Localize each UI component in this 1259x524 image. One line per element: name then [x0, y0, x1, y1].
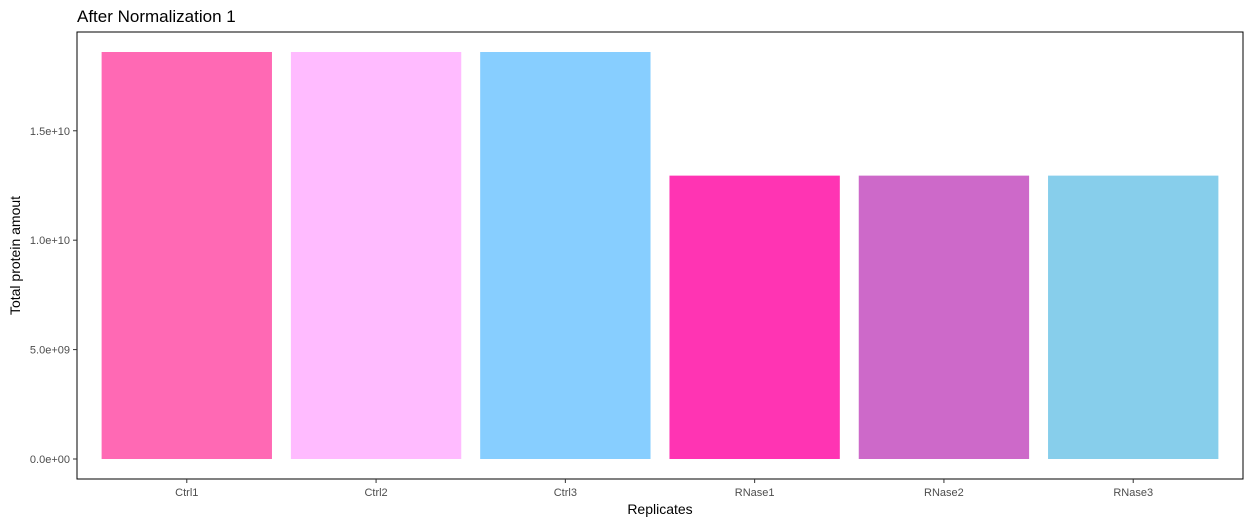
x-tick-label: RNase2 [924, 487, 964, 499]
y-axis: 0.0e+00 5.0e+09 1.0e+10 1.5e+10 [30, 126, 77, 466]
x-tick-label: RNase3 [1113, 487, 1153, 499]
bars-group [101, 52, 1219, 459]
x-tick-label: Ctrl2 [364, 487, 387, 499]
x-tick-label: Ctrl1 [175, 487, 198, 499]
bar-rnase2 [858, 175, 1030, 459]
chart-title: After Normalization 1 [77, 7, 236, 26]
bar-ctrl1 [101, 52, 272, 459]
bar-ctrl3 [480, 52, 651, 459]
x-tick-label: RNase1 [735, 487, 775, 499]
bar-ctrl2 [290, 52, 462, 459]
x-tick-label: Ctrl3 [554, 487, 577, 499]
bar-rnase1 [669, 175, 840, 459]
y-tick-label: 0.0e+00 [30, 454, 70, 466]
bar-rnase3 [1048, 175, 1219, 459]
y-tick-label: 1.5e+10 [30, 126, 70, 138]
y-tick-label: 1.0e+10 [30, 235, 70, 247]
x-axis: Ctrl1 Ctrl2 Ctrl3 RNase1 RNase2 RNase3 [175, 479, 1153, 499]
x-axis-title: Replicates [627, 501, 692, 517]
y-axis-title: Total protein amout [7, 196, 23, 315]
y-tick-label: 5.0e+09 [30, 345, 70, 357]
